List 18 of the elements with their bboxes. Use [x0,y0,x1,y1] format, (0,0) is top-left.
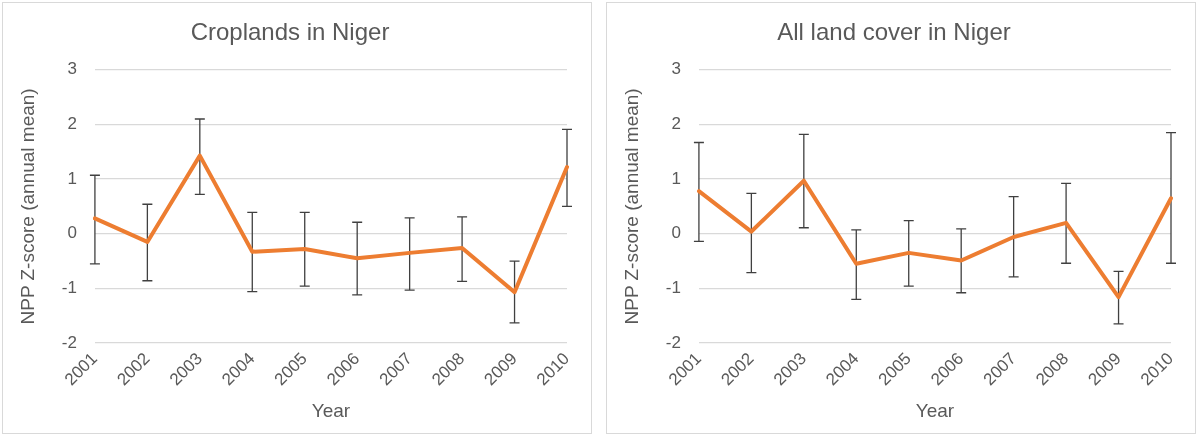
y-axis-title: NPP Z-score (annual mean) [620,88,642,325]
x-axis-title: Year [311,399,351,421]
y-tick-label: -2 [665,332,681,352]
y-tick-label: 1 [671,168,681,188]
y-tick-label: 2 [67,114,77,134]
y-tick-label: 3 [67,59,77,79]
x-axis-title: Year [915,399,955,421]
chart-title: All land cover in Niger [777,18,1011,46]
y-tick-label: 0 [67,223,77,243]
y-tick-label: -1 [61,278,77,298]
y-axis-title: NPP Z-score (annual mean) [16,88,38,325]
chart-title: Croplands in Niger [190,18,390,46]
y-tick-label: -2 [61,332,77,352]
y-tick-label: 1 [67,168,77,188]
y-tick-label: 2 [671,114,681,134]
y-tick-label: -1 [665,278,681,298]
y-tick-label: 3 [671,59,681,79]
y-tick-label: 0 [671,223,681,243]
